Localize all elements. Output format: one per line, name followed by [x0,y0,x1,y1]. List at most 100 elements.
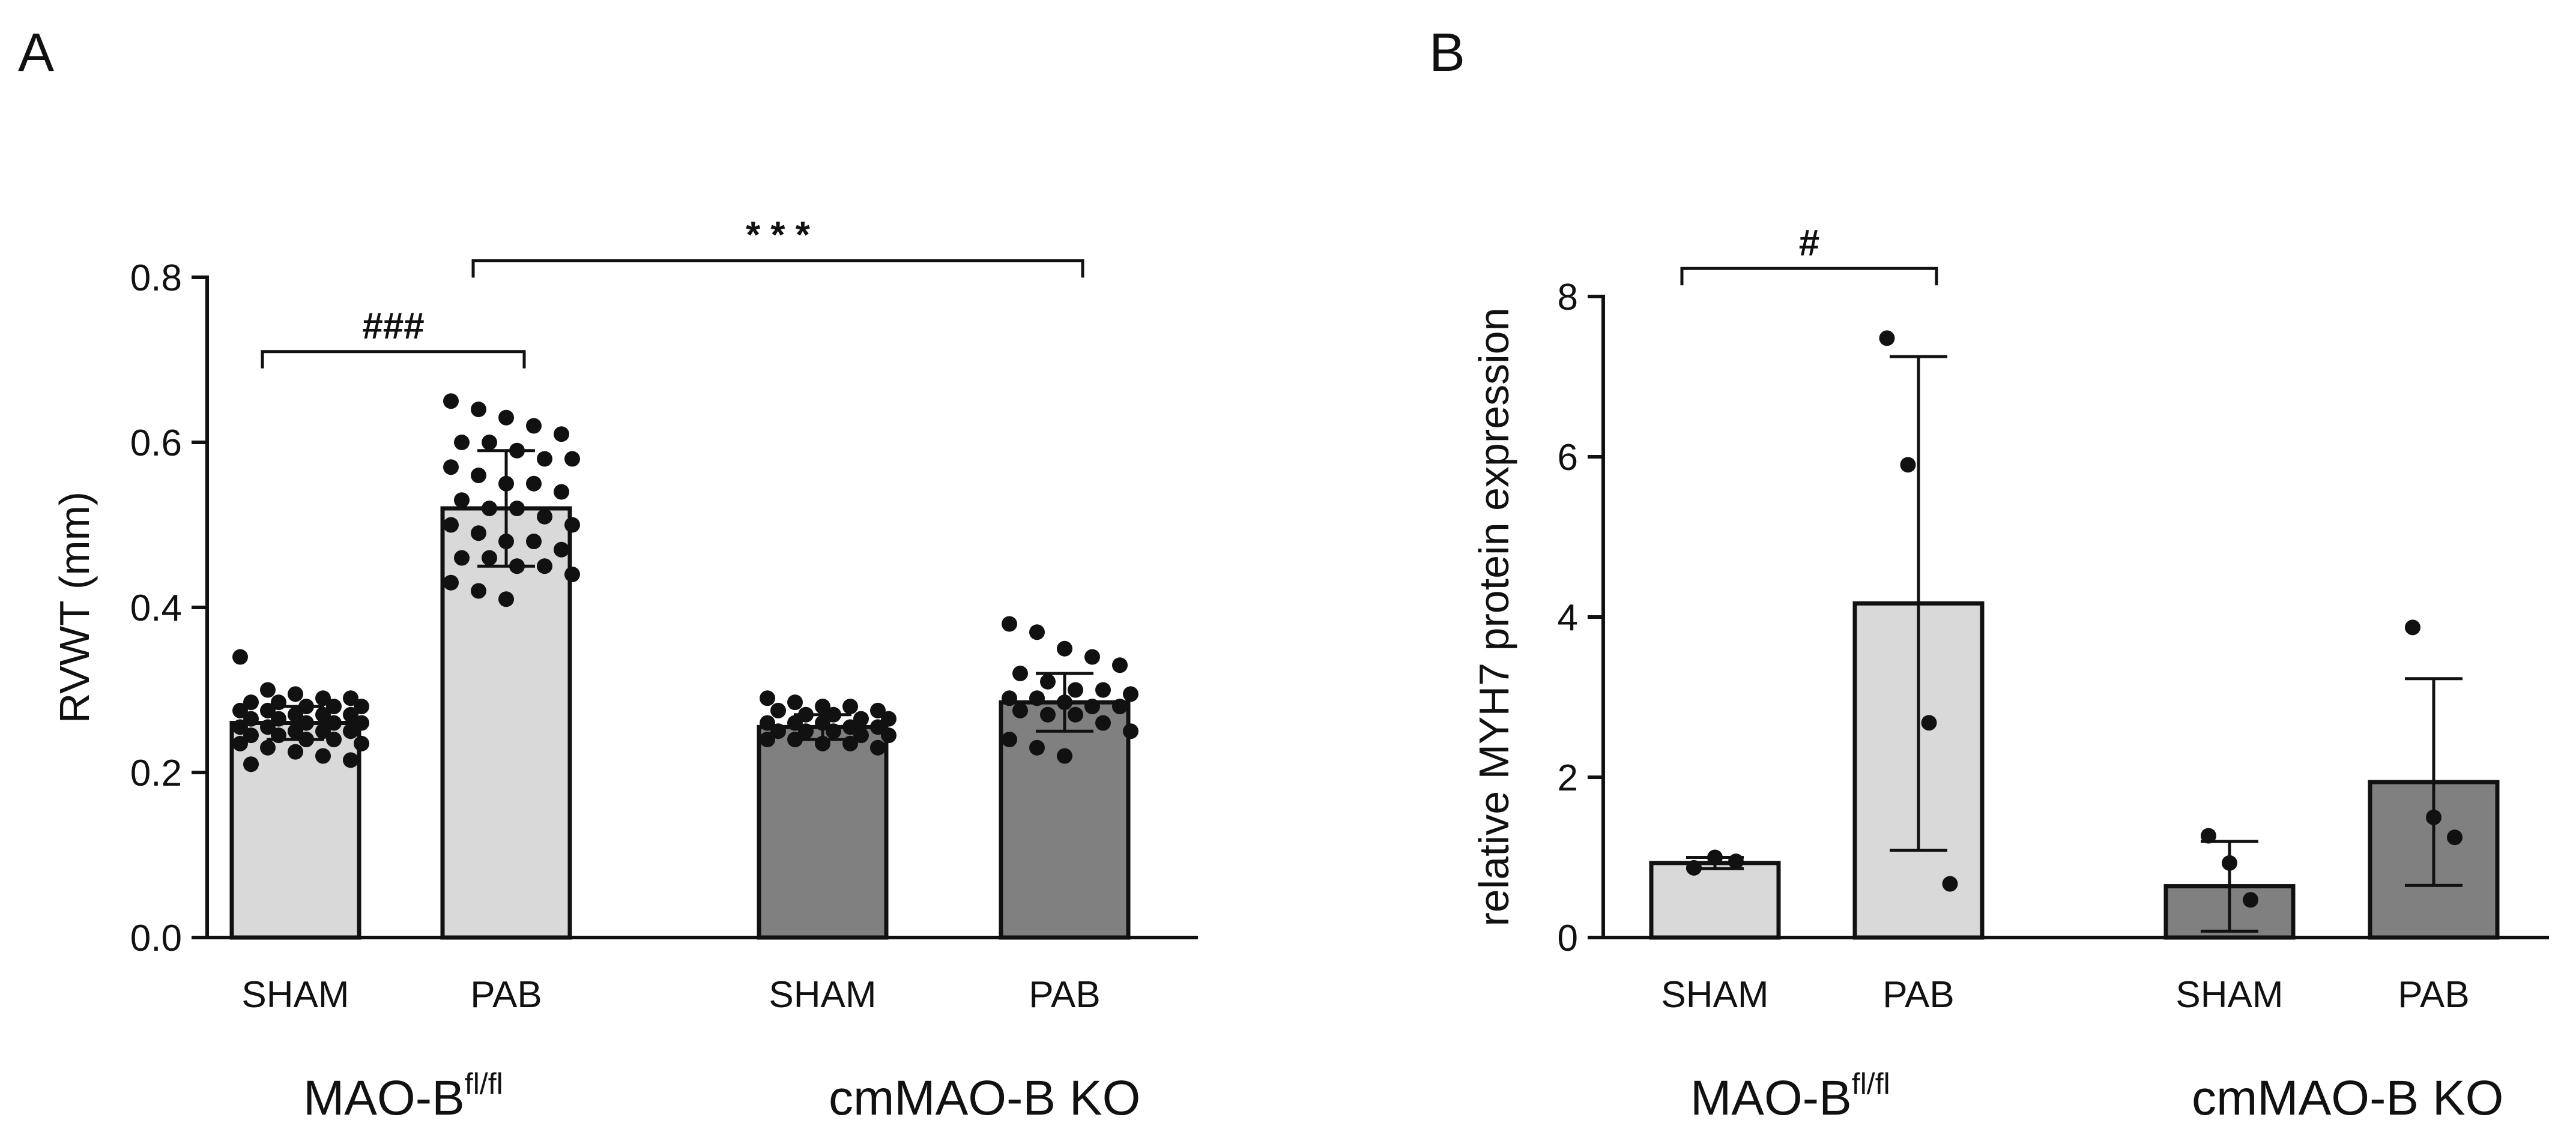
data-point-a-1-13 [526,475,542,492]
data-point-a-1-0 [443,393,459,409]
group-label-sup-a-0: fl/fl [465,1067,503,1101]
data-point-a-0-29 [354,735,369,751]
data-point-a-0-8 [326,699,342,714]
data-point-a-0-16 [271,711,286,727]
data-point-a-3-3 [1084,649,1100,665]
data-point-b-3-0 [2405,619,2420,636]
data-point-a-3-17 [1068,706,1083,723]
y-tick-label-b-1: 2 [1558,757,1578,799]
data-point-a-1-5 [454,435,470,450]
data-point-a-1-17 [509,501,525,516]
y-tick-label-a-2: 0.4 [130,588,182,629]
chart-b: relative MYH7 protein expression 0 2 4 6 8 SHA… [1471,222,2549,1125]
data-point-a-2-20 [760,732,775,747]
category-label-b-2: SHAM [2175,974,2283,1016]
data-point-a-0-13 [315,706,331,723]
data-point-a-0-24 [343,723,358,739]
data-point-b-1-1 [1900,457,1916,473]
data-point-a-0-14 [343,706,358,723]
data-point-a-0-22 [288,723,303,739]
data-point-a-0-5 [243,694,259,711]
data-point-b-2-0 [2201,828,2216,844]
data-point-a-0-15 [243,711,259,727]
data-point-a-2-12 [815,715,830,731]
group-label-a-0: MAO-Bfl/fl [303,1067,503,1125]
data-point-a-2-5 [770,702,786,718]
data-point-b-2-2 [2243,892,2258,908]
data-point-a-2-24 [870,739,886,756]
data-point-a-1-16 [482,501,497,516]
panel-label-b: B [1429,23,1465,83]
data-point-a-2-18 [853,727,869,744]
data-point-b-1-0 [1879,330,1895,346]
data-point-a-1-6 [482,435,497,450]
data-point-a-1-23 [526,534,542,549]
y-tick-label-b-2: 4 [1558,597,1578,639]
data-point-a-2-14 [870,719,886,735]
data-point-a-3-8 [1095,682,1111,698]
data-point-a-2-9 [881,711,896,727]
data-point-a-0-25 [243,727,259,744]
significance-bracket-a-1 [471,259,1084,278]
data-point-a-0-12 [288,706,303,723]
data-point-a-1-18 [537,508,552,525]
data-point-a-0-10 [232,702,248,718]
y-tick-label-a-1: 0.2 [130,753,182,794]
group-label-a-1: cmMAO-B KO [829,1071,1140,1125]
data-point-a-0-35 [243,756,259,772]
data-point-a-2-4 [870,702,886,718]
data-point-a-0-7 [298,699,314,714]
bar-b-0 [1649,861,1781,940]
data-point-a-0-30 [232,735,248,751]
data-point-b-1-3 [1942,876,1958,892]
data-point-a-0-19 [354,715,369,731]
data-point-a-3-22 [1057,748,1072,764]
data-point-a-1-4 [554,426,569,442]
significance-bracket-b-0 [1680,266,1938,286]
data-point-a-0-1 [260,682,276,698]
y-tick-label-a-4: 0.8 [130,257,182,299]
data-point-a-1-28 [537,558,552,574]
data-point-a-0-21 [260,719,276,735]
data-point-a-1-22 [498,534,514,549]
group-label-sup-b-0: fl/fl [1852,1067,1890,1101]
data-point-a-3-0 [1002,616,1017,632]
data-point-a-3-16 [1040,706,1056,723]
data-point-a-1-26 [482,550,497,566]
data-point-a-1-19 [564,517,580,533]
data-point-a-0-0 [232,649,248,665]
data-point-a-2-15 [770,723,786,739]
y-axis-title-a: RVWT (mm) [51,492,98,723]
data-point-a-1-15 [454,492,470,508]
data-point-a-2-11 [787,715,803,731]
data-point-a-1-27 [509,558,525,574]
data-point-a-1-30 [443,574,459,591]
data-point-a-1-9 [564,451,580,467]
data-point-a-3-2 [1057,640,1072,657]
data-point-a-3-5 [1012,666,1028,681]
data-point-a-0-6 [271,694,286,711]
y-tick-label-b-4: 8 [1558,277,1578,318]
data-point-a-0-33 [315,748,331,764]
chart-a: RVWT (mm) 0.0 0.2 0.4 0.6 0.8 SHAM PAB SHAM PAB MA… [51,215,1198,1125]
data-point-a-3-15 [1012,702,1028,718]
significance-bracket-a-0 [261,350,526,369]
data-point-a-2-7 [826,706,841,723]
data-point-a-0-27 [298,732,314,747]
data-point-a-0-32 [288,744,303,760]
data-point-a-3-18 [1095,715,1111,731]
data-point-a-1-2 [498,409,514,426]
data-point-a-2-16 [798,723,814,739]
data-point-b-0-1 [1707,849,1723,866]
data-point-a-3-1 [1029,624,1045,640]
data-point-b-1-2 [1921,715,1937,731]
data-point-a-1-14 [554,484,569,500]
significance-label-b-0: # [1799,222,1819,263]
category-label-b-1: PAB [1882,974,1954,1016]
data-point-a-3-12 [1057,694,1072,711]
y-tick-label-a-3: 0.6 [130,423,182,464]
data-point-a-2-10 [760,715,775,731]
data-point-a-2-17 [826,723,841,739]
data-point-a-3-4 [1112,657,1128,673]
